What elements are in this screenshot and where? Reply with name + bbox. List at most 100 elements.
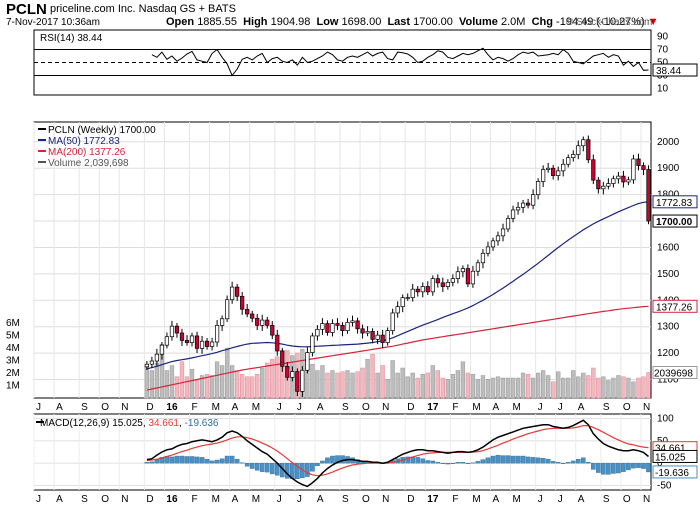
- macd-title-sep: ,: [179, 418, 185, 429]
- rsi-tick-label: 10: [657, 84, 669, 95]
- candle-body: [566, 157, 571, 165]
- candle-body: [225, 299, 230, 320]
- candle-body: [621, 175, 626, 183]
- volume-bar: [525, 374, 531, 399]
- candle-body: [325, 323, 330, 333]
- macd-histogram-bar: [219, 458, 225, 464]
- volume-bar: [586, 375, 591, 399]
- x-axis-label-bottom: D: [146, 494, 153, 505]
- x-axis-label: J: [538, 402, 543, 413]
- candle-body: [405, 297, 410, 299]
- candle-body: [214, 325, 220, 343]
- macd-histogram-bar: [254, 462, 260, 471]
- macd-histogram-bar: [264, 462, 270, 473]
- macd-histogram-bar: [575, 458, 581, 464]
- volume-bar: [581, 372, 586, 399]
- candle-body: [646, 169, 651, 222]
- candle-body: [220, 318, 225, 326]
- candle-body: [199, 340, 205, 349]
- macd-histogram-bar: [636, 462, 641, 468]
- rsi-line: [151, 47, 649, 77]
- candle-body: [500, 228, 506, 237]
- candle-body: [505, 218, 511, 230]
- candle-body: [415, 288, 420, 293]
- macd-histogram-bar: [204, 458, 210, 464]
- x-axis-label-bottom: O: [362, 494, 370, 505]
- volume-bar: [616, 375, 621, 399]
- quote-datetime: 7-Nov-2017 10:36am: [6, 17, 100, 28]
- volume-bar: [250, 376, 255, 399]
- x-axis-label: A: [578, 402, 585, 413]
- chg-value: -194.49 (-10.27%): [556, 16, 645, 28]
- x-axis-label-bottom: M: [472, 494, 480, 505]
- volume-bar: [310, 364, 315, 399]
- price-tick-label: 1800: [657, 190, 680, 201]
- volume-bar: [435, 370, 440, 399]
- macd-histogram-bar: [330, 455, 335, 464]
- macd-histogram-bar: [420, 458, 426, 464]
- candle-body: [591, 159, 596, 181]
- macd-histogram-bar: [460, 462, 466, 464]
- macd-histogram-bar: [515, 455, 521, 464]
- candle-body: [435, 278, 440, 284]
- macd-histogram-bar: [490, 455, 496, 464]
- x-axis-label: A: [317, 402, 324, 413]
- macd-histogram-bar: [199, 457, 205, 464]
- macd-histogram-bar: [540, 458, 546, 464]
- macd-histogram-bar: [179, 455, 185, 464]
- price-tick-label: 2000: [657, 137, 680, 148]
- volume-bar: [495, 376, 501, 399]
- candle-body: [365, 331, 370, 334]
- candle-body: [194, 335, 200, 349]
- x-axis-label-bottom: S: [81, 494, 88, 505]
- rsi-value-text: 38.44: [656, 66, 681, 77]
- macd-histogram-bar: [249, 462, 255, 469]
- macd-histogram-bar: [611, 462, 616, 474]
- macd-title-prefix: MACD(12,26,9): [40, 418, 112, 429]
- macd-histogram-bar: [269, 462, 275, 475]
- legend-ma50-swatch: [38, 139, 46, 141]
- volume-bar: [235, 370, 240, 399]
- macd-histogram-bar: [616, 462, 621, 474]
- x-axis-label: N: [121, 402, 128, 413]
- macd-histogram-bar: [174, 455, 180, 464]
- legend-volume-swatch: [38, 161, 46, 163]
- volume-bar: [370, 354, 375, 399]
- macd-histogram-bar: [435, 462, 441, 464]
- macd-histogram-bar: [430, 460, 436, 464]
- x-axis-label-bottom: 16: [166, 494, 178, 505]
- macd-panel-frame: [33, 413, 652, 491]
- candle-body: [169, 325, 175, 338]
- price-tag-text: 1772.83: [656, 198, 693, 209]
- volume-tick-label: 4M: [6, 343, 20, 354]
- volume-value: 2.0M: [501, 16, 526, 28]
- volume-tick-label: 5M: [6, 331, 20, 342]
- macd-title-sep: ,: [143, 418, 149, 429]
- candle-body: [455, 271, 460, 279]
- volume-tick-label: 6M: [6, 318, 20, 329]
- rsi-title: RSI(14) 38.44: [40, 33, 103, 44]
- legend-price-swatch: [38, 128, 46, 130]
- x-axis-label: F: [192, 402, 198, 413]
- x-axis-label-bottom: O: [101, 494, 109, 505]
- legend-ma200: MA(200) 1377.26: [48, 147, 126, 158]
- macd-histogram-bar: [149, 461, 155, 464]
- price-tick-label: 1900: [657, 163, 680, 174]
- x-axis-label-bottom: J: [277, 494, 282, 505]
- volume-bar: [189, 369, 195, 399]
- volume-bar: [340, 371, 345, 399]
- volume-bar: [510, 377, 516, 399]
- macd-histogram-bar: [500, 455, 506, 464]
- x-axis-label: N: [643, 402, 650, 413]
- macd-histogram-bar: [555, 462, 561, 464]
- candle-body: [561, 163, 566, 172]
- x-axis-label: M: [513, 402, 521, 413]
- candle-body: [445, 281, 450, 287]
- volume-bar: [520, 372, 526, 399]
- volume-bar: [470, 374, 476, 399]
- volume-bar: [636, 377, 641, 399]
- volume-bar: [330, 370, 335, 399]
- volume-bar: [245, 376, 250, 399]
- volume-bar: [260, 367, 265, 399]
